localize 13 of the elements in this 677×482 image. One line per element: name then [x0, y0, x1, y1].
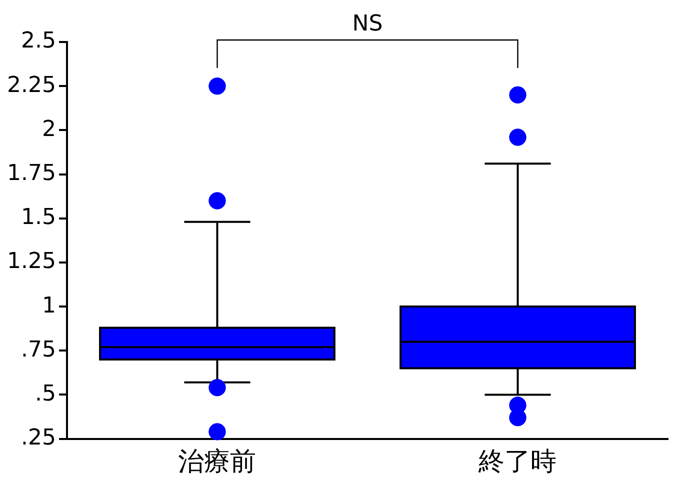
y-tick-label: .5 — [34, 381, 56, 406]
y-tick-label: 1.25 — [7, 249, 56, 274]
y-tick-label: 2.25 — [7, 72, 56, 98]
y-tick-label: 1 — [42, 293, 56, 318]
y-tick-label: 2.5 — [20, 28, 56, 54]
x-tick-label: 終了時 — [478, 447, 557, 478]
y-tick-label: 1.75 — [7, 160, 56, 186]
y-tick-label: .25 — [20, 426, 56, 451]
x-tick-label: 治療前 — [178, 447, 256, 478]
text: NS — [352, 12, 383, 37]
y-tick-label: 1.5 — [20, 205, 56, 230]
y-tick-label: .75 — [20, 337, 56, 362]
y-tick-label: 2 — [42, 116, 56, 142]
